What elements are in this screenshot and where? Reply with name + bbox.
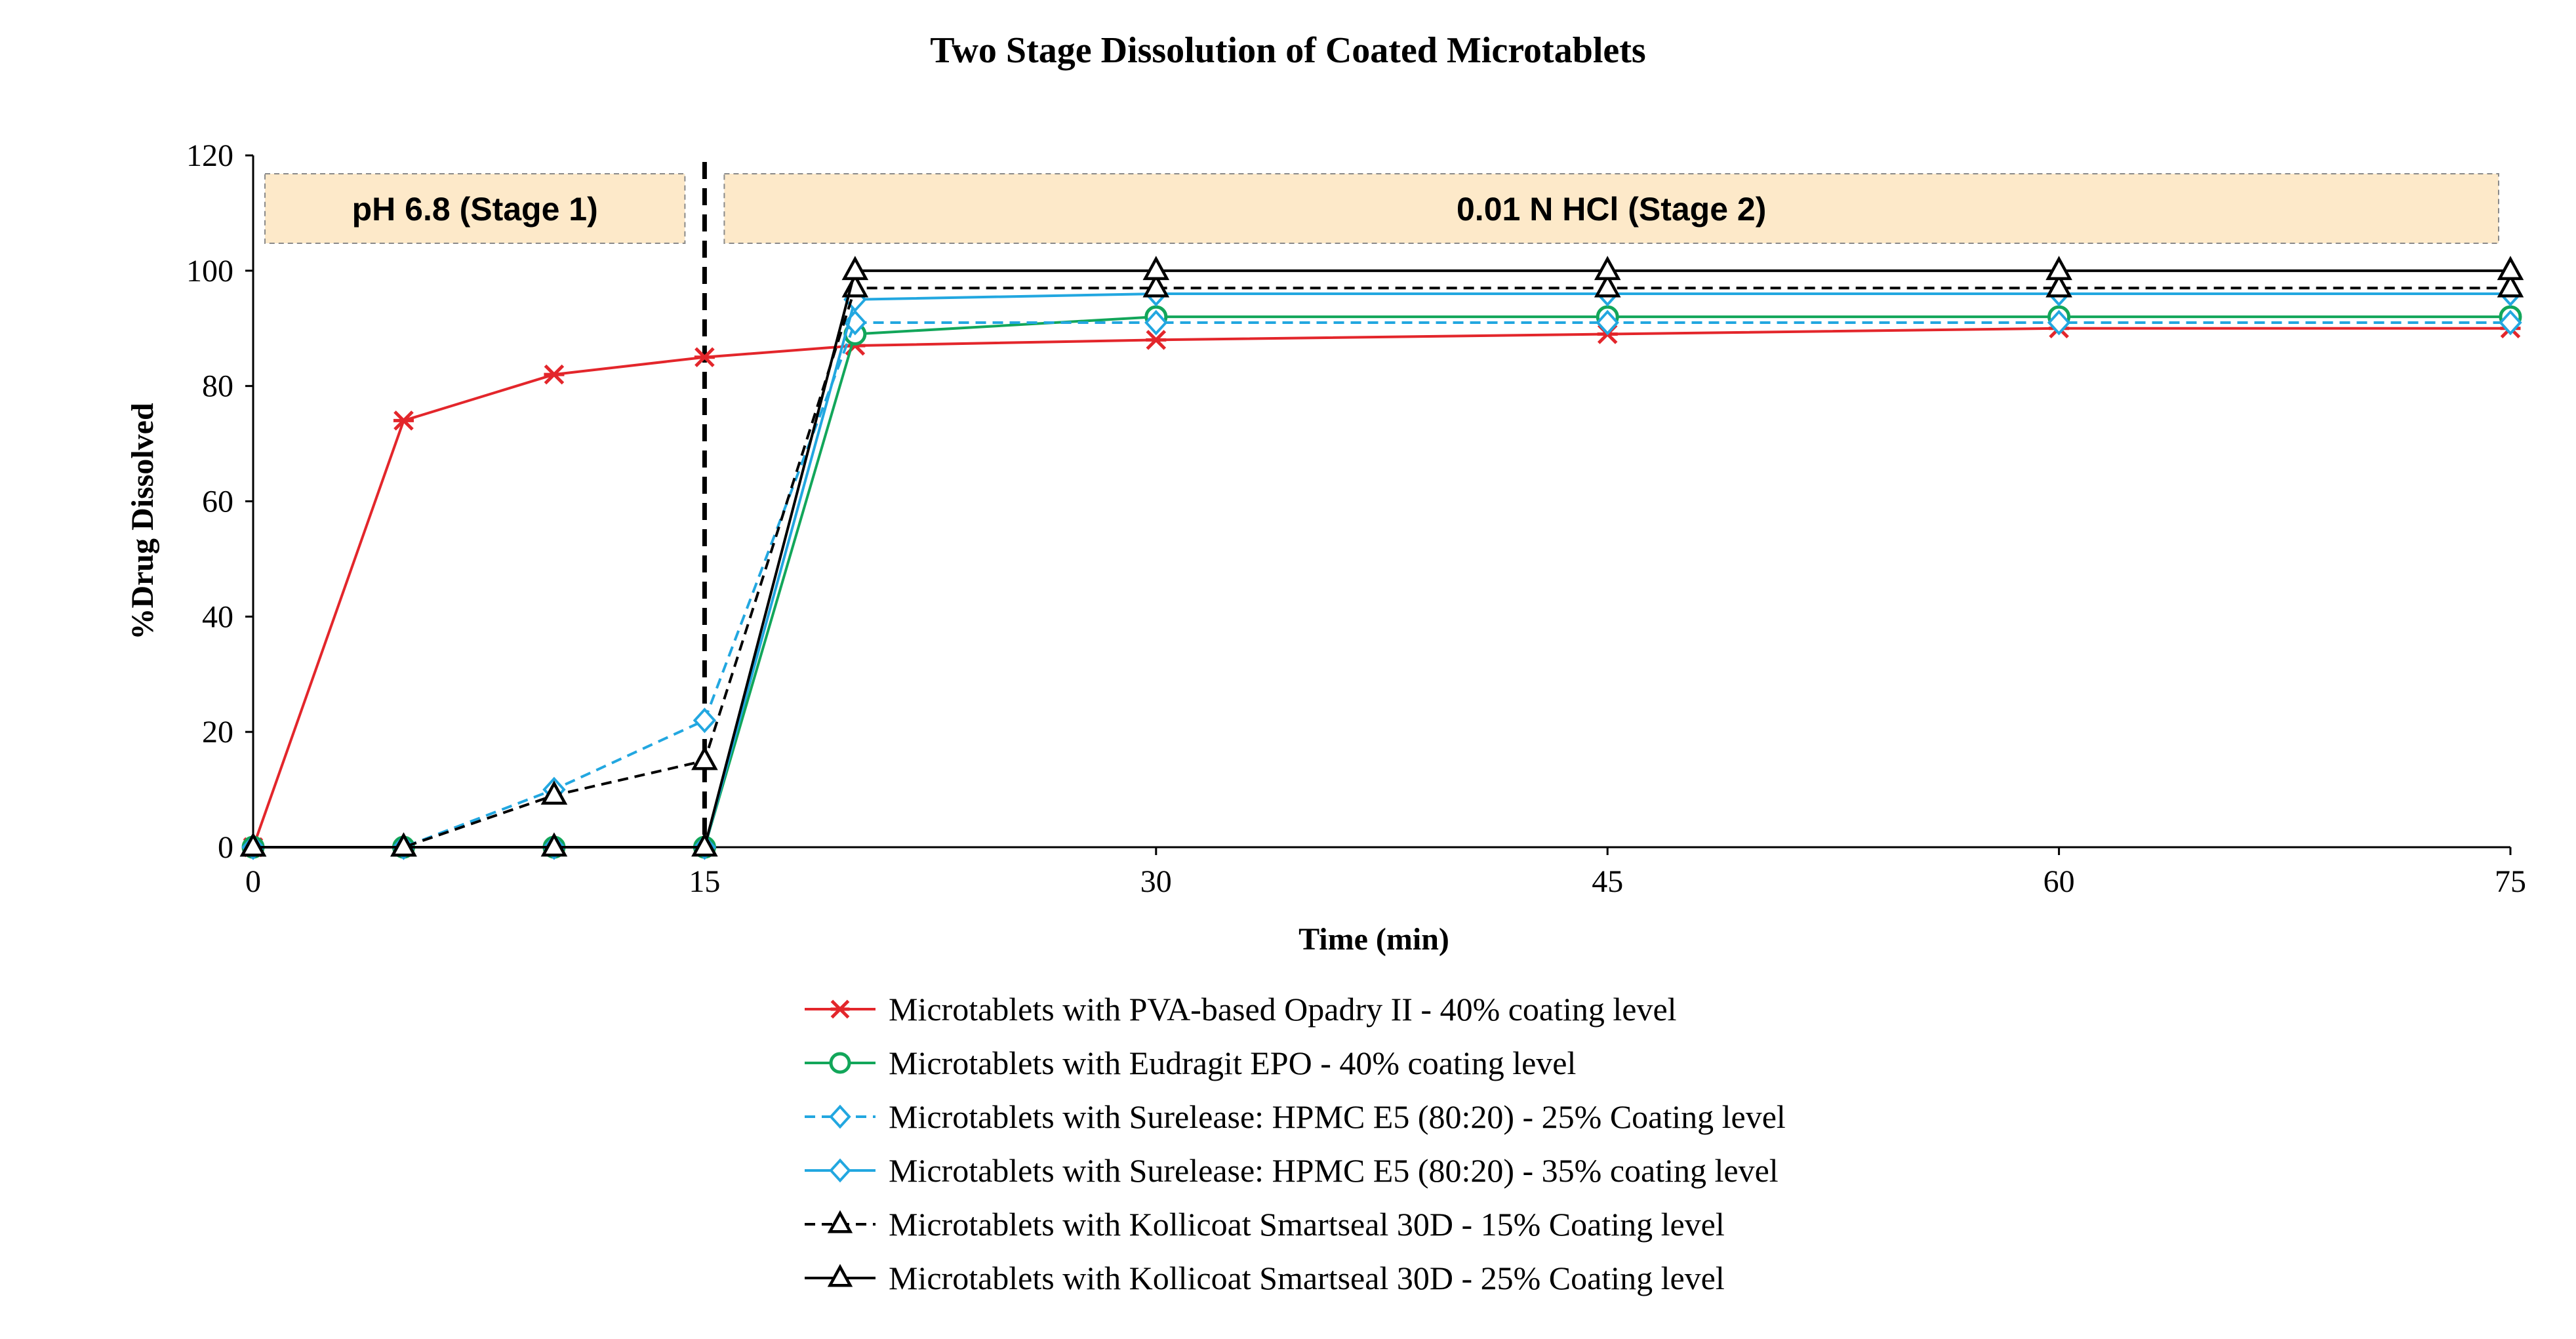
diamond-marker (2047, 310, 2071, 336)
series-line (253, 269, 2510, 849)
circle-marker (829, 1052, 851, 1074)
triangle-marker (1142, 256, 1170, 281)
legend-label: Microtablets with Kollicoat Smartseal 30… (889, 1260, 1725, 1296)
x-tick-label: 75 (2495, 864, 2526, 899)
y-tick-label: 120 (186, 138, 233, 173)
legend-item-6: Microtablets with Kollicoat Smartseal 30… (805, 1260, 1725, 1296)
diamond-marker (1596, 310, 1619, 336)
triangle-marker (2497, 273, 2524, 298)
star-marker (830, 999, 850, 1019)
legend-item-2: Microtablets with Eudragit EPO - 40% coa… (805, 1045, 1576, 1081)
legend-label: Microtablets with Surelease: HPMC E5 (80… (889, 1098, 1786, 1135)
stage-box-2 (723, 173, 2500, 244)
star-marker (544, 364, 565, 385)
diamond-marker (829, 1104, 851, 1129)
series-line (253, 315, 2510, 849)
triangle-marker (1594, 256, 1621, 281)
series-line (252, 327, 2510, 848)
series-4 (241, 281, 2522, 860)
star-marker (694, 347, 715, 367)
y-axis-label: %Drug Dissolved (125, 403, 160, 640)
y-tick-label: 20 (202, 715, 233, 749)
triangle-marker (390, 832, 417, 857)
triangle-marker (2497, 256, 2524, 281)
x-tick-label: 60 (2043, 864, 2075, 899)
y-tick-label: 40 (202, 599, 233, 634)
triangle-marker (1594, 273, 1621, 298)
x-tick-label: 0 (245, 864, 261, 899)
triangle-marker (540, 832, 568, 857)
star-marker (1146, 330, 1167, 350)
x-axis-label: Time (min) (1298, 922, 1449, 957)
triangle-marker (2045, 273, 2072, 298)
series-3 (241, 310, 2522, 860)
triangle-marker (827, 1264, 853, 1287)
stage-box-1 (264, 173, 686, 244)
y-tick-label: 60 (202, 485, 233, 519)
series-lines (239, 256, 2524, 860)
triangle-marker (691, 746, 718, 770)
y-tick-label: 80 (202, 369, 233, 404)
legend-item-1: Microtablets with PVA-based Opadry II - … (805, 991, 1677, 1028)
series-5 (239, 273, 2524, 857)
stage-label-1: pH 6.8 (Stage 1) (352, 191, 598, 228)
legend-item-4: Microtablets with Surelease: HPMC E5 (80… (805, 1152, 1779, 1189)
y-tick-label: 100 (186, 254, 233, 289)
x-tick-label: 45 (1592, 864, 1623, 899)
x-tick-label: 15 (689, 864, 720, 899)
legend-label: Microtablets with Kollicoat Smartseal 30… (889, 1206, 1725, 1243)
series-6 (239, 256, 2524, 857)
series-line (253, 292, 2510, 849)
axes: 0 20 40 60 80 100 120 0 15 30 45 60 75 (186, 138, 2526, 899)
series-line (253, 287, 2510, 849)
triangle-marker (540, 780, 568, 805)
y-tick-label: 0 (218, 830, 233, 865)
diamond-marker (1144, 310, 1168, 336)
stage-annotations: pH 6.8 (Stage 1) 0.01 N HCl (Stage 2) (264, 173, 2500, 244)
triangle-marker (1142, 273, 1170, 298)
star-marker (393, 410, 414, 431)
diamond-marker (693, 708, 717, 734)
chart-title: Two Stage Dissolution of Coated Microtab… (930, 30, 1645, 71)
legend-label: Microtablets with Eudragit EPO - 40% coa… (889, 1045, 1576, 1081)
diamond-marker (829, 1158, 851, 1183)
diamond-marker (2499, 310, 2522, 336)
triangle-marker (827, 1210, 853, 1233)
triangle-marker (239, 832, 267, 857)
x-tick-label: 30 (1140, 864, 1172, 899)
legend-label: Microtablets with PVA-based Opadry II - … (889, 991, 1677, 1028)
series-line (253, 321, 2510, 849)
legend-item-5: Microtablets with Kollicoat Smartseal 30… (805, 1206, 1725, 1243)
stage-label-2: 0.01 N HCl (Stage 2) (1457, 191, 1766, 228)
legend: Microtablets with PVA-based Opadry II - … (805, 991, 1786, 1296)
triangle-marker (2045, 256, 2072, 281)
legend-label: Microtablets with Surelease: HPMC E5 (80… (889, 1152, 1779, 1189)
triangle-marker (691, 832, 718, 857)
triangle-marker (841, 256, 869, 281)
legend-item-3: Microtablets with Surelease: HPMC E5 (80… (805, 1098, 1786, 1135)
